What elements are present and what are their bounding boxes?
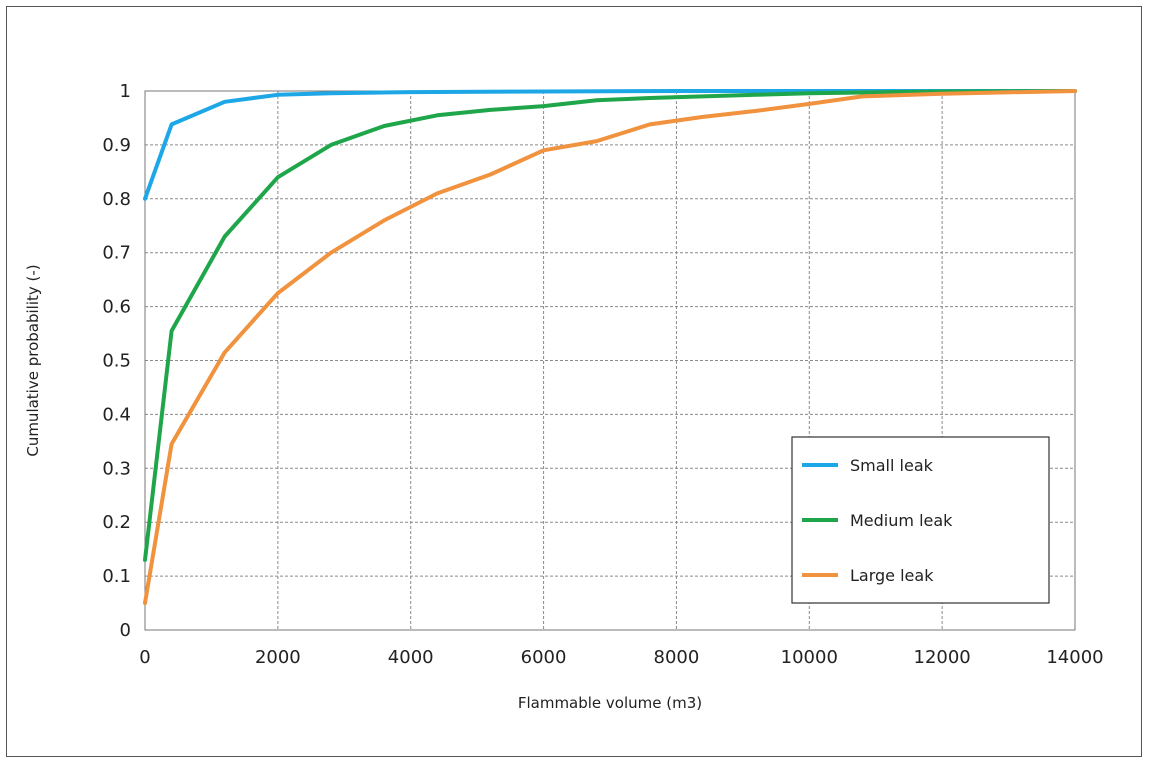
y-tick-label: 0.2: [102, 512, 131, 533]
x-tick-label: 12000: [914, 647, 971, 668]
series-line-medium-leak: [143, 89, 1077, 562]
x-tick-label: 10000: [781, 647, 838, 668]
y-tick-label: 0.6: [102, 297, 131, 318]
legend-items: Small leak Medium leak Large leak: [802, 456, 953, 585]
x-tick-label: 8000: [654, 647, 700, 668]
y-tick-label: 0.7: [102, 243, 131, 264]
legend-label: Large leak: [850, 566, 934, 585]
y-tick-label: 0.9: [102, 135, 131, 156]
y-axis-label: Cumulative probability (-): [24, 264, 42, 456]
x-tick-label: 2000: [255, 647, 301, 668]
y-tick-label: 0: [120, 620, 131, 641]
series-line-large-leak: [143, 89, 1077, 605]
x-axis-ticks: 0 2000 4000 6000 8000 10000 12000 14000: [139, 647, 1103, 668]
x-tick-label: 0: [139, 647, 150, 668]
y-tick-label: 0.4: [102, 404, 131, 425]
legend-label: Small leak: [850, 456, 934, 475]
y-tick-label: 0.8: [102, 189, 131, 210]
series-lines: [143, 89, 1077, 605]
y-tick-label: 1: [120, 81, 131, 102]
y-axis-ticks: 0 0.1 0.2 0.3 0.4 0.5 0.6 0.7 0.8 0.9 1: [102, 81, 131, 641]
chart-frame: [6, 6, 1142, 757]
x-tick-label: 4000: [388, 647, 434, 668]
y-tick-label: 0.3: [102, 458, 131, 479]
y-tick-label: 0.1: [102, 566, 131, 587]
y-tick-label: 0.5: [102, 351, 131, 372]
x-tick-label: 6000: [521, 647, 567, 668]
x-tick-label: 14000: [1046, 647, 1103, 668]
legend-label: Medium leak: [850, 511, 953, 530]
x-axis-label: Flammable volume (m3): [518, 694, 702, 712]
legend: Small leak Medium leak Large leak: [791, 436, 1050, 604]
